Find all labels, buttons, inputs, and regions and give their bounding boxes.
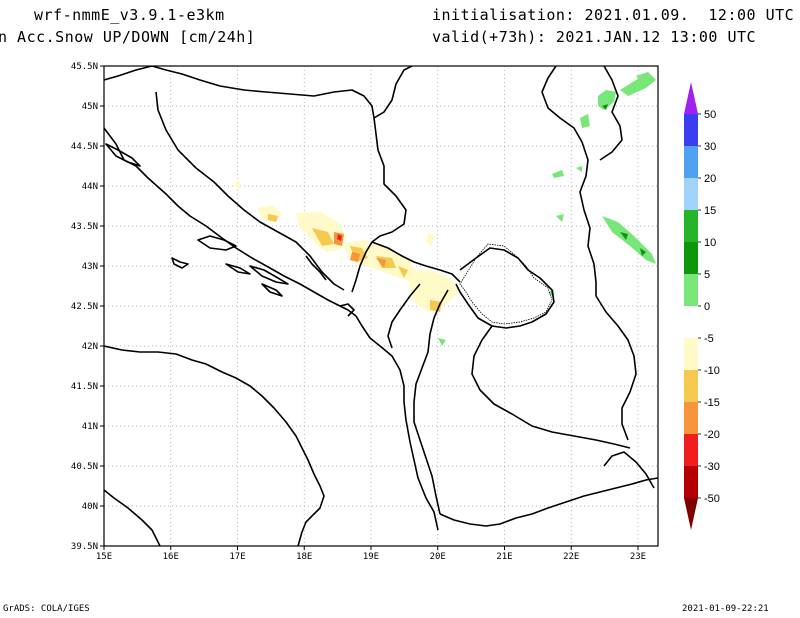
pag-line bbox=[305, 255, 327, 281]
romania-bg bbox=[599, 66, 623, 161]
colorbar-label: -10 bbox=[704, 365, 720, 377]
colorbar-swatch bbox=[684, 370, 698, 402]
montenegro-albania bbox=[387, 283, 421, 349]
render-timestamp: 2021-01-09-22:21 bbox=[682, 604, 769, 614]
islands-1 bbox=[197, 235, 237, 251]
coast-and-borders bbox=[104, 66, 658, 546]
adriatic-coast bbox=[104, 127, 439, 531]
colorbar-label: -15 bbox=[704, 397, 720, 409]
lon-tick-label: 15E bbox=[96, 552, 112, 562]
colorbar-bottom-arrow bbox=[684, 498, 698, 530]
colorbar-label: 10 bbox=[704, 237, 716, 249]
serbia-east bbox=[541, 66, 597, 296]
kosovo-dotted bbox=[459, 243, 553, 325]
colorbar-label: -5 bbox=[704, 333, 714, 345]
macedonia-east bbox=[595, 295, 637, 441]
islands-2 bbox=[249, 265, 289, 285]
lat-tick-label: 44N bbox=[82, 182, 98, 192]
colorbar-label: -20 bbox=[704, 429, 720, 441]
kosovo-border bbox=[455, 247, 555, 329]
lat-tick-label: 42.5N bbox=[71, 302, 98, 312]
colorbar-swatch bbox=[684, 306, 698, 338]
colorbar-label: 5 bbox=[704, 269, 710, 281]
valid-time: valid(+73h): 2021.JAN.12 13:00 UTC bbox=[432, 28, 757, 46]
axis-ticks: 15E 16E 17E 18E 19E 20E 21E 22E 23E 45.5N 45N 44.5N… bbox=[71, 62, 646, 562]
lat-tick-label: 40.5N bbox=[71, 462, 98, 472]
colorbar-swatch bbox=[684, 338, 698, 370]
italy-heel bbox=[104, 489, 161, 546]
colorbar-swatch bbox=[684, 178, 698, 210]
croatia-north bbox=[104, 66, 413, 119]
greece-coast bbox=[603, 451, 655, 489]
lat-tick-label: 45.5N bbox=[71, 62, 98, 72]
colorbar-swatch bbox=[684, 434, 698, 466]
snow-patches-positive bbox=[438, 72, 656, 346]
lat-tick-label: 39.5N bbox=[71, 542, 98, 552]
lat-tick-label: 45N bbox=[82, 102, 98, 112]
colorbar-swatch bbox=[684, 402, 698, 434]
lat-tick-label: 40N bbox=[82, 502, 98, 512]
lat-tick-label: 42N bbox=[82, 342, 98, 352]
init-time: initialisation: 2021.01.09. 12:00 UTC bbox=[432, 6, 795, 24]
lon-tick-label: 17E bbox=[229, 552, 245, 562]
colorbar-swatch bbox=[684, 146, 698, 178]
lon-tick-label: 16E bbox=[163, 552, 179, 562]
colorbar-swatch bbox=[684, 466, 698, 498]
lon-tick-label: 21E bbox=[496, 552, 512, 562]
bosnia-border bbox=[155, 91, 345, 291]
field-title: n Acc.Snow UP/DOWN [cm/24h] bbox=[0, 28, 256, 46]
macedonia-border bbox=[471, 325, 631, 449]
montenegro-border bbox=[371, 241, 461, 283]
serbia-west bbox=[351, 117, 407, 293]
islands-5 bbox=[105, 143, 141, 167]
lat-tick-label: 43N bbox=[82, 262, 98, 272]
model-title: wrf-nmmE_v3.9.1-e3km bbox=[34, 6, 225, 24]
colorbar-swatch bbox=[684, 242, 698, 274]
albania-border bbox=[413, 289, 449, 515]
colorbar-label: 50 bbox=[704, 109, 716, 121]
lat-tick-label: 41.5N bbox=[71, 382, 98, 392]
greece-border bbox=[439, 477, 658, 527]
lat-tick-label: 43.5N bbox=[71, 222, 98, 232]
lon-tick-label: 22E bbox=[563, 552, 579, 562]
grads-credit: GrADS: COLA/IGES bbox=[3, 604, 90, 614]
lat-lon-grid bbox=[104, 66, 658, 546]
colorbar-label: 15 bbox=[704, 205, 716, 217]
lat-tick-label: 41N bbox=[82, 422, 98, 432]
islands-4 bbox=[171, 257, 189, 269]
lon-tick-label: 19E bbox=[363, 552, 379, 562]
lon-tick-label: 20E bbox=[430, 552, 446, 562]
lon-tick-label: 18E bbox=[296, 552, 312, 562]
islands-3 bbox=[225, 263, 251, 275]
colorbar-top-arrow bbox=[684, 82, 698, 114]
boka bbox=[339, 303, 355, 317]
colorbar-label: 30 bbox=[704, 141, 716, 153]
colorbar-swatch bbox=[684, 210, 698, 242]
colorbar-label: -50 bbox=[704, 493, 720, 505]
colorbar-swatch bbox=[684, 274, 698, 306]
colorbar-label: 0 bbox=[704, 301, 710, 313]
snow-patches-negative bbox=[235, 180, 460, 312]
colorbar-label: -30 bbox=[704, 461, 720, 473]
lat-tick-label: 44.5N bbox=[71, 142, 98, 152]
lon-tick-label: 23E bbox=[630, 552, 646, 562]
colorbar-swatch bbox=[684, 114, 698, 146]
snow-field bbox=[235, 72, 656, 346]
italy-coast bbox=[104, 345, 325, 546]
islands-6 bbox=[261, 283, 283, 297]
colorbar-label: 20 bbox=[704, 173, 716, 185]
